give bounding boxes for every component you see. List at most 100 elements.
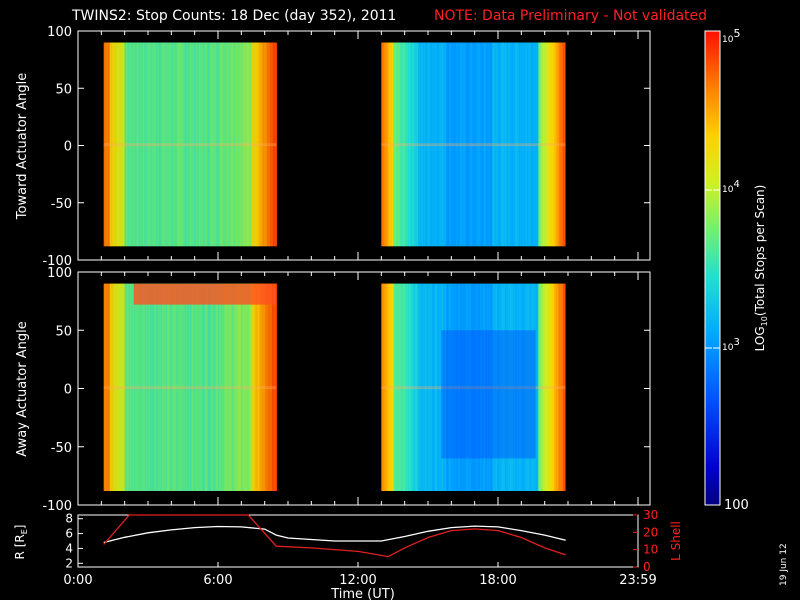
heat-column — [138, 42, 140, 247]
heat-column — [247, 283, 249, 491]
heat-column — [454, 283, 456, 491]
heat-column — [187, 283, 189, 491]
heat-column — [472, 283, 474, 491]
heat-column — [384, 283, 386, 491]
heat-column — [252, 42, 254, 247]
heat-column — [212, 283, 214, 491]
heat-column — [485, 283, 487, 491]
heat-column — [442, 283, 444, 491]
heat-column — [468, 42, 470, 247]
heat-column — [150, 42, 152, 247]
heat-column — [491, 283, 493, 491]
heat-column — [142, 283, 144, 491]
heat-column — [525, 42, 527, 247]
heat-column — [456, 283, 458, 491]
heat-column — [245, 283, 247, 491]
heat-column — [436, 283, 438, 491]
heat-column — [248, 283, 250, 491]
heat-column — [113, 42, 115, 247]
heat-column — [120, 42, 122, 247]
heat-column — [389, 42, 391, 247]
heat-column — [470, 283, 472, 491]
heat-column — [153, 283, 155, 491]
heat-column — [161, 42, 163, 247]
heat-column — [440, 283, 442, 491]
heat-column — [503, 42, 505, 247]
heat-column — [153, 42, 155, 247]
heat-column — [484, 283, 486, 491]
heat-column — [452, 42, 454, 247]
heat-column — [182, 283, 184, 491]
heat-column — [218, 283, 220, 491]
heat-column — [467, 42, 469, 247]
heat-column — [555, 283, 557, 491]
heat-column — [438, 283, 440, 491]
heat-column — [129, 42, 131, 247]
heat-column — [523, 42, 525, 247]
heat-column — [428, 283, 430, 491]
bottom-heatmap — [103, 283, 566, 491]
heat-column — [237, 42, 239, 247]
heat-column — [234, 42, 236, 247]
heat-column — [199, 42, 201, 247]
heat-column — [222, 283, 224, 491]
colorbar-tick-3-base: 10 — [722, 343, 734, 353]
ytick-label: 100 — [47, 25, 72, 40]
heat-column — [507, 283, 509, 491]
heat-column — [386, 42, 388, 247]
heat-column — [149, 42, 151, 247]
heat-column — [486, 42, 488, 247]
heat-column — [519, 42, 521, 247]
heat-column — [426, 42, 428, 247]
heat-column — [405, 42, 407, 247]
heat-column — [498, 283, 500, 491]
heat-column — [518, 42, 520, 247]
heat-column — [509, 42, 511, 247]
heat-column — [199, 283, 201, 491]
heat-column — [107, 42, 109, 247]
heat-column — [225, 42, 227, 247]
heat-column — [554, 42, 556, 247]
top-ylabel: Toward Actuator Angle — [15, 73, 30, 220]
heat-column — [542, 283, 544, 491]
heat-column — [157, 283, 159, 491]
heat-column — [472, 42, 474, 247]
heat-column — [154, 42, 156, 247]
heat-column — [429, 42, 431, 247]
heat-column — [111, 42, 113, 247]
heat-column — [460, 283, 462, 491]
heat-column — [257, 42, 259, 247]
heat-column — [474, 283, 476, 491]
heat-column — [510, 42, 512, 247]
heat-column — [429, 283, 431, 491]
heat-column — [214, 283, 216, 491]
colorbar-tick-top-base: 10 — [722, 35, 734, 45]
heat-column — [136, 42, 138, 247]
heat-column — [170, 42, 172, 247]
heat-column — [541, 283, 543, 491]
heat-column — [410, 283, 412, 491]
heat-column — [538, 42, 540, 247]
heat-column — [512, 42, 514, 247]
heat-column — [456, 42, 458, 247]
heat-column — [548, 42, 550, 247]
heat-column — [186, 42, 188, 247]
heat-column — [406, 283, 408, 491]
heat-column — [508, 42, 510, 247]
heat-column — [211, 42, 213, 247]
heat-column — [463, 42, 465, 247]
heat-column — [517, 42, 519, 247]
heat-column — [441, 283, 443, 491]
heat-column — [190, 283, 192, 491]
heat-column — [260, 42, 262, 247]
heat-column — [126, 283, 128, 491]
heat-column — [166, 42, 168, 247]
heat-column — [261, 283, 263, 491]
heat-column — [162, 42, 164, 247]
heat-column — [437, 42, 439, 247]
heat-column — [190, 42, 192, 247]
heat-column — [435, 283, 437, 491]
heat-column — [258, 42, 260, 247]
heat-column — [144, 42, 146, 247]
